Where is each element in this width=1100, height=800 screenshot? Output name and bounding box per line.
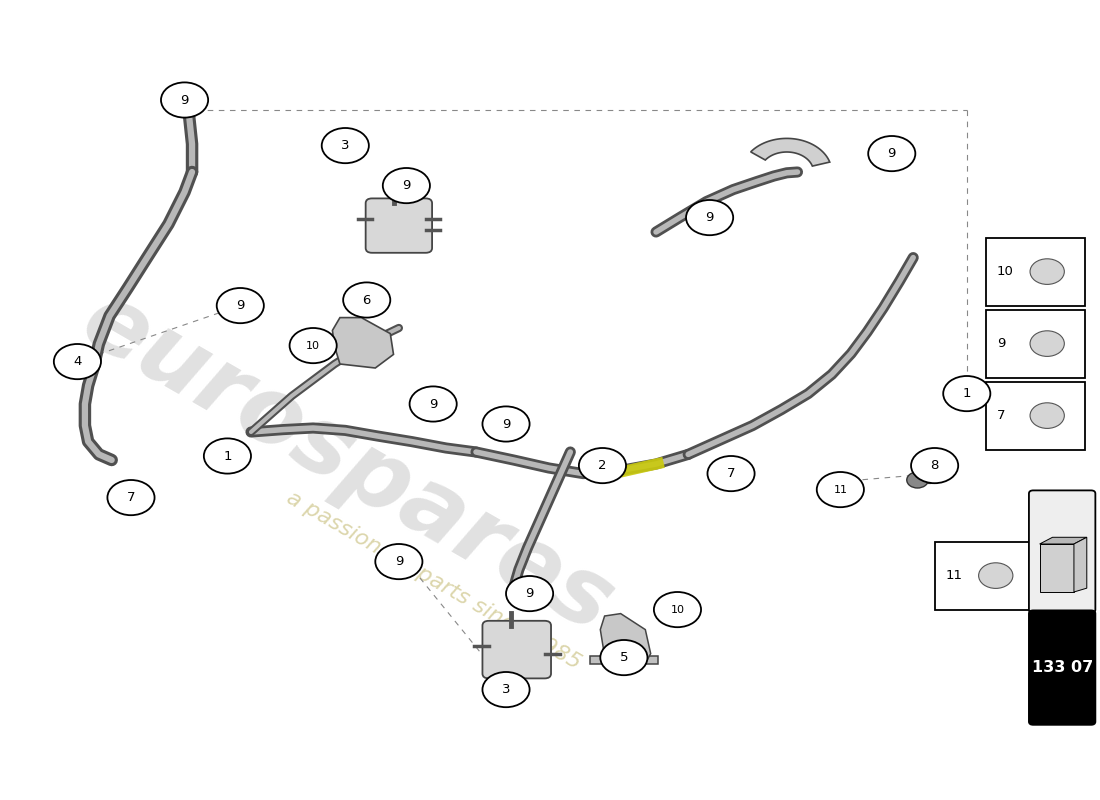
Circle shape [375, 544, 422, 579]
Text: 9: 9 [236, 299, 244, 312]
FancyBboxPatch shape [1028, 610, 1096, 725]
Circle shape [217, 288, 264, 323]
Circle shape [1030, 403, 1065, 429]
Text: 133 07: 133 07 [1032, 660, 1092, 675]
Circle shape [686, 200, 734, 235]
Text: 6: 6 [363, 294, 371, 306]
Circle shape [343, 282, 390, 318]
Text: 2: 2 [598, 459, 607, 472]
Text: eurospares: eurospares [66, 274, 629, 654]
FancyBboxPatch shape [365, 198, 432, 253]
Circle shape [579, 448, 626, 483]
Text: 1: 1 [962, 387, 971, 400]
Text: 1: 1 [223, 450, 232, 462]
Circle shape [383, 168, 430, 203]
Text: 10: 10 [671, 605, 684, 614]
Polygon shape [1074, 538, 1087, 592]
Text: 9: 9 [403, 179, 410, 192]
Polygon shape [1040, 538, 1087, 544]
Circle shape [707, 456, 755, 491]
Circle shape [54, 344, 101, 379]
Circle shape [204, 438, 251, 474]
Text: 11: 11 [945, 569, 962, 582]
Circle shape [979, 563, 1013, 589]
Text: 10: 10 [997, 265, 1014, 278]
Text: 4: 4 [74, 355, 81, 368]
Text: 7: 7 [997, 409, 1005, 422]
Bar [986, 382, 1085, 450]
Bar [590, 656, 658, 664]
FancyBboxPatch shape [483, 621, 551, 678]
Polygon shape [601, 614, 651, 667]
Circle shape [906, 472, 928, 488]
Polygon shape [750, 138, 829, 166]
Circle shape [868, 136, 915, 171]
Text: 7: 7 [126, 491, 135, 504]
Circle shape [943, 376, 990, 411]
Text: 3: 3 [502, 683, 510, 696]
Text: 11: 11 [834, 485, 847, 494]
Bar [986, 310, 1085, 378]
Text: 9: 9 [502, 418, 510, 430]
Circle shape [911, 448, 958, 483]
Text: 9: 9 [429, 398, 438, 410]
Text: 9: 9 [395, 555, 403, 568]
Polygon shape [1040, 544, 1074, 592]
Circle shape [836, 478, 861, 498]
Circle shape [409, 386, 456, 422]
Circle shape [321, 128, 368, 163]
Polygon shape [332, 318, 394, 368]
Circle shape [108, 480, 155, 515]
Circle shape [289, 328, 337, 363]
Circle shape [1030, 331, 1065, 357]
Text: 9: 9 [180, 94, 189, 106]
Text: a passion for parts since 1985: a passion for parts since 1985 [283, 487, 584, 673]
Text: 3: 3 [341, 139, 350, 152]
Circle shape [483, 406, 529, 442]
Text: 9: 9 [705, 211, 714, 224]
Text: 9: 9 [997, 337, 1005, 350]
Circle shape [653, 592, 701, 627]
Circle shape [506, 576, 553, 611]
Circle shape [817, 472, 864, 507]
Text: 9: 9 [526, 587, 534, 600]
Text: 8: 8 [931, 459, 938, 472]
Text: 9: 9 [888, 147, 896, 160]
Text: 5: 5 [619, 651, 628, 664]
FancyBboxPatch shape [1028, 490, 1096, 613]
Circle shape [483, 672, 529, 707]
Circle shape [161, 82, 208, 118]
Bar [935, 542, 1033, 610]
Circle shape [1030, 259, 1065, 285]
Bar [986, 238, 1085, 306]
Text: 7: 7 [727, 467, 735, 480]
Circle shape [601, 640, 648, 675]
Text: 10: 10 [306, 341, 320, 350]
